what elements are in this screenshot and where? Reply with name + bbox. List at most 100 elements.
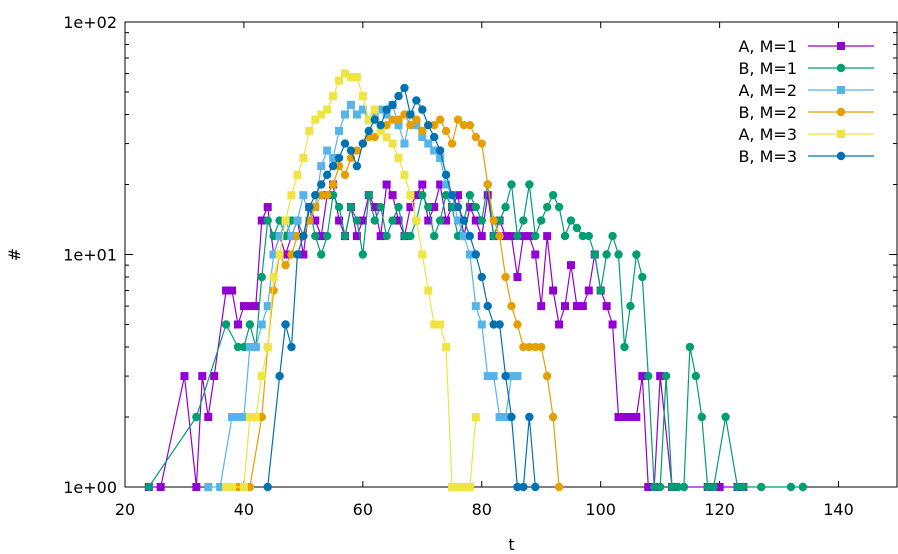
data-point bbox=[447, 190, 457, 200]
data-point bbox=[489, 320, 498, 329]
data-point bbox=[370, 203, 379, 212]
data-point bbox=[507, 232, 516, 241]
y-tick-label: 1e+01 bbox=[63, 246, 117, 265]
data-point bbox=[566, 261, 575, 270]
data-point bbox=[644, 483, 653, 491]
data-point bbox=[323, 105, 332, 114]
data-point bbox=[447, 139, 457, 148]
data-point bbox=[453, 483, 462, 491]
data-point bbox=[317, 110, 326, 119]
data-point bbox=[263, 216, 272, 225]
data-point bbox=[335, 76, 344, 85]
data-point bbox=[311, 115, 320, 124]
data-point bbox=[335, 216, 344, 225]
series-line bbox=[267, 86, 536, 488]
y-axis-label: # bbox=[5, 248, 24, 261]
data-point bbox=[513, 482, 522, 492]
data-point bbox=[263, 203, 272, 212]
data-point bbox=[275, 232, 284, 241]
data-point bbox=[554, 482, 564, 492]
data-point bbox=[430, 132, 439, 142]
data-point bbox=[465, 190, 475, 200]
data-point bbox=[549, 286, 558, 295]
series-layer bbox=[144, 69, 808, 492]
data-point bbox=[507, 372, 516, 381]
data-point bbox=[400, 110, 409, 119]
data-point bbox=[412, 115, 421, 124]
data-point bbox=[352, 110, 361, 119]
data-point bbox=[293, 231, 302, 241]
series-line bbox=[208, 103, 518, 488]
data-point bbox=[245, 343, 254, 352]
data-point bbox=[483, 301, 492, 311]
data-point bbox=[531, 482, 540, 492]
data-point bbox=[293, 250, 302, 259]
data-point bbox=[341, 110, 350, 119]
data-point bbox=[340, 139, 350, 148]
data-point bbox=[317, 162, 326, 171]
data-point bbox=[578, 231, 588, 241]
data-point bbox=[406, 231, 415, 241]
data-point bbox=[376, 232, 385, 241]
data-point bbox=[721, 412, 730, 422]
data-point bbox=[501, 413, 510, 422]
data-point bbox=[418, 105, 427, 114]
data-point bbox=[584, 286, 593, 295]
data-point bbox=[430, 320, 439, 329]
data-point bbox=[382, 105, 391, 114]
x-tick-label: 60 bbox=[353, 500, 373, 519]
data-point bbox=[620, 342, 629, 352]
data-point bbox=[311, 231, 320, 241]
data-point bbox=[465, 120, 475, 130]
data-point bbox=[299, 231, 308, 241]
data-point bbox=[596, 286, 605, 295]
data-point bbox=[632, 250, 641, 259]
data-point bbox=[531, 250, 540, 259]
data-point bbox=[590, 250, 599, 259]
data-point bbox=[346, 146, 356, 155]
legend-marker bbox=[836, 63, 846, 73]
data-point bbox=[204, 413, 213, 422]
data-point bbox=[358, 92, 367, 101]
data-point bbox=[537, 216, 546, 225]
series-line bbox=[148, 182, 744, 488]
data-point bbox=[364, 126, 373, 136]
data-point bbox=[394, 115, 403, 124]
data-point bbox=[311, 202, 320, 212]
data-point bbox=[263, 302, 272, 311]
data-point bbox=[703, 482, 712, 492]
data-point bbox=[233, 342, 243, 352]
axis-ticks: 20 40 60 80 100 120 140 1e+00 1e+01 1e+02 bbox=[63, 13, 897, 519]
data-point bbox=[477, 272, 486, 282]
data-point bbox=[275, 250, 284, 259]
data-point bbox=[346, 202, 356, 212]
x-tick-label: 100 bbox=[585, 500, 616, 519]
data-point bbox=[281, 250, 290, 259]
data-point bbox=[376, 105, 385, 114]
data-point bbox=[608, 231, 617, 241]
data-point bbox=[679, 482, 689, 492]
data-point bbox=[221, 320, 231, 329]
data-point bbox=[412, 216, 421, 225]
data-point bbox=[572, 223, 582, 233]
data-point bbox=[448, 483, 457, 491]
data-point bbox=[287, 232, 296, 241]
data-point bbox=[471, 202, 481, 212]
data-point bbox=[572, 302, 581, 311]
data-point bbox=[757, 482, 766, 492]
data-point bbox=[299, 154, 308, 163]
series-2 bbox=[204, 100, 522, 491]
data-point bbox=[453, 115, 463, 124]
data-point bbox=[453, 191, 462, 200]
data-point bbox=[299, 250, 308, 259]
data-point bbox=[436, 154, 445, 163]
series-5 bbox=[263, 83, 540, 492]
data-point bbox=[442, 216, 451, 225]
data-point bbox=[507, 301, 516, 311]
data-point bbox=[210, 372, 219, 381]
y-tick-label: 1e+02 bbox=[63, 13, 117, 32]
x-tick-label: 140 bbox=[823, 500, 854, 519]
data-point bbox=[192, 412, 201, 422]
data-point bbox=[263, 343, 272, 352]
data-point bbox=[424, 286, 433, 295]
